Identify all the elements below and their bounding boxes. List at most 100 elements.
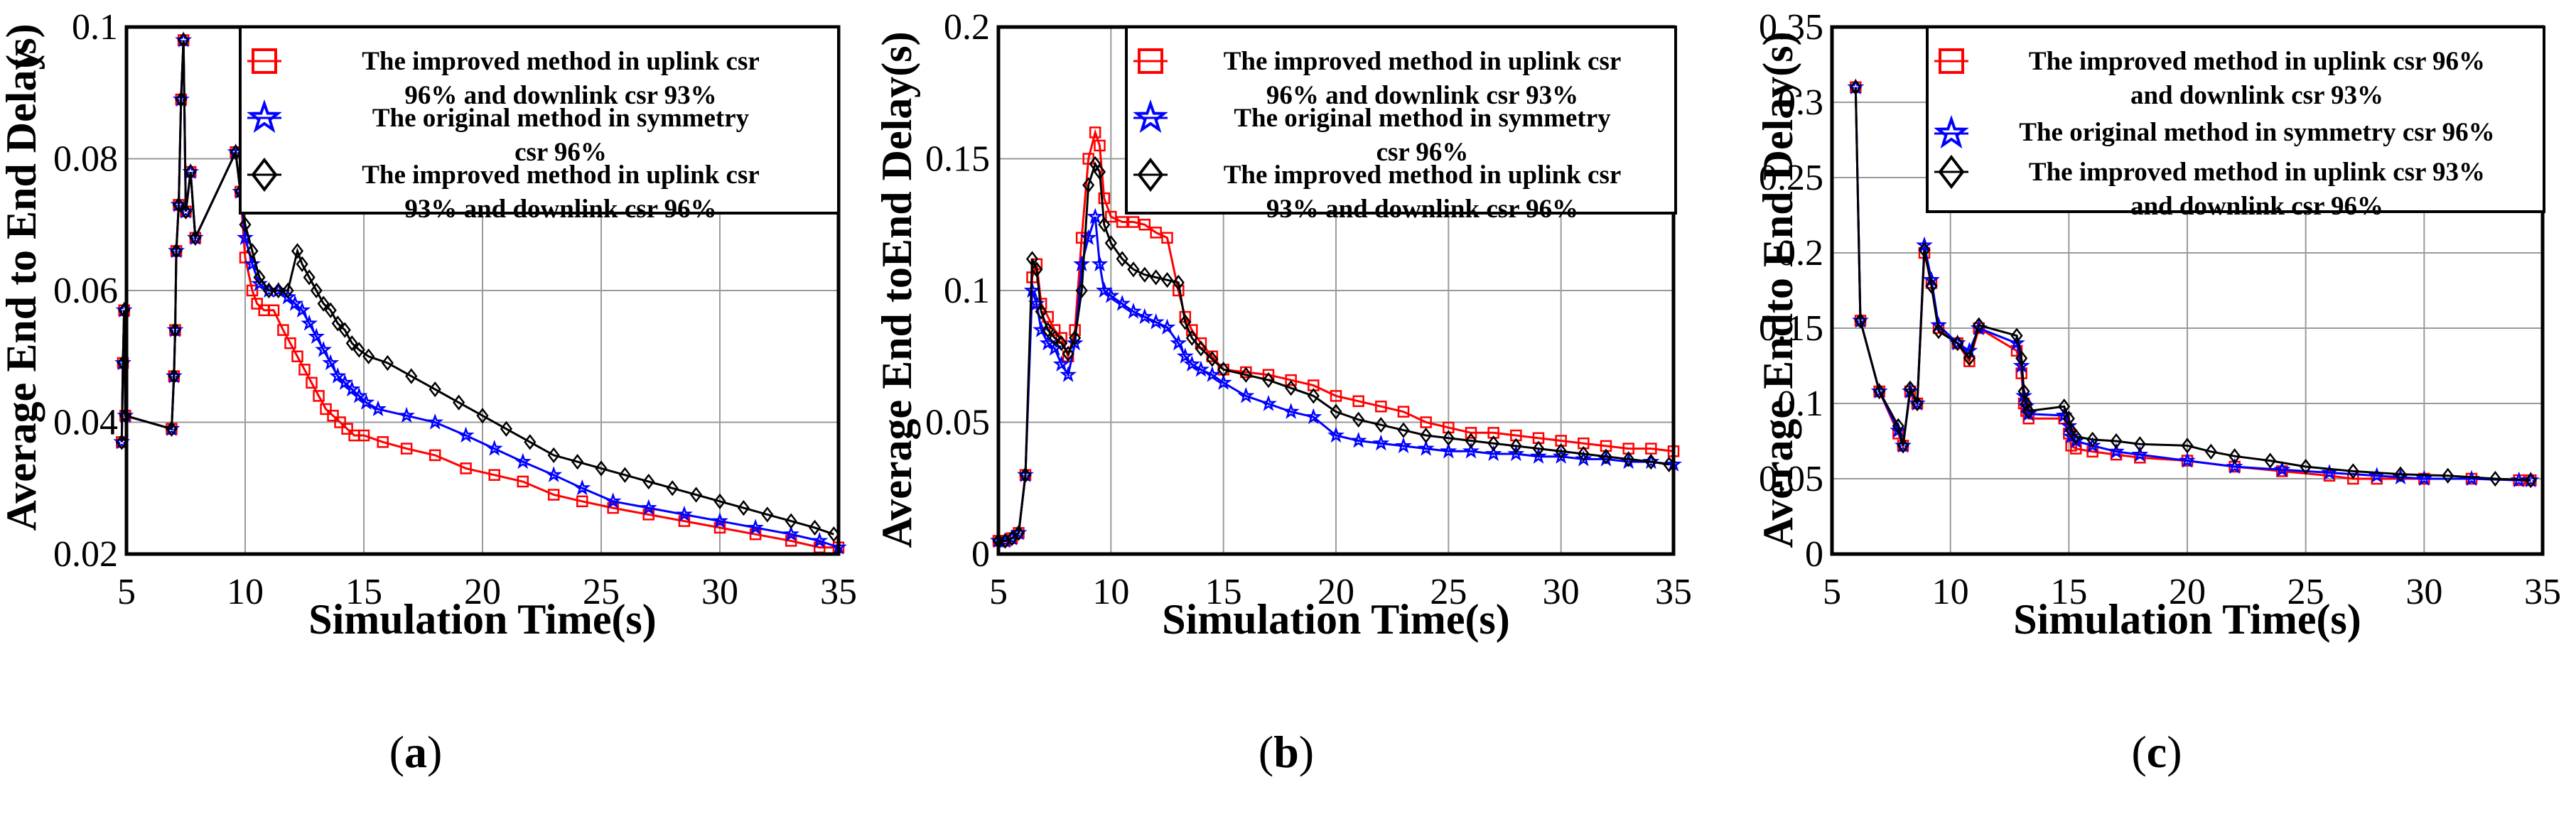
data-point: [1136, 308, 1153, 325]
legend-label: The improved method in uplink csr: [362, 47, 760, 76]
data-point: [524, 434, 537, 450]
legend: The improved method in uplink csr 96% and…: [1125, 26, 1677, 224]
legend-marker: [1138, 48, 1163, 74]
data-point: [1035, 303, 1047, 320]
data-point: [1374, 417, 1387, 433]
data-point: [1951, 335, 1964, 352]
data-point: [1260, 395, 1277, 411]
x-tick-label: 30: [701, 572, 738, 612]
data-point: [1127, 216, 1140, 228]
x-tick-label: 30: [2405, 572, 2442, 612]
data-point: [460, 462, 472, 474]
legend-box: [1125, 26, 1677, 215]
data-point: [1282, 403, 1300, 419]
legend-marker: [247, 99, 282, 134]
data-point: [1577, 445, 1590, 462]
y-axis-label: Average End to End Delay: [0, 49, 45, 531]
data-point: [1093, 163, 1106, 180]
data-point: [1125, 303, 1142, 319]
data-point: [2069, 428, 2082, 445]
data-point: [1082, 177, 1095, 193]
data-point: [2131, 445, 2149, 462]
legend-label: 93% and downlink csr 96%: [404, 195, 716, 224]
legend-entry: The improved method in uplink csr 93% and…: [247, 157, 760, 224]
legend-entry: The improved method in uplink csr 93% and…: [1934, 154, 2485, 221]
data-point: [1030, 261, 1043, 278]
data-point: [1042, 322, 1055, 338]
data-point: [298, 364, 311, 376]
data-point: [1622, 451, 1635, 467]
y-tick-label: 0: [971, 534, 990, 575]
panel-caption: (a): [389, 727, 443, 777]
data-point: [310, 282, 323, 299]
legend-label: csr 96%: [514, 138, 607, 167]
x-tick-label: 25: [583, 572, 620, 612]
data-point: [1532, 440, 1545, 457]
data-point: [1052, 355, 1070, 372]
data-point: [179, 203, 193, 219]
x-tick-label: 25: [2287, 572, 2324, 612]
data-point: [1911, 395, 1924, 412]
data-point: [244, 255, 261, 272]
x-tick-label: 15: [1205, 572, 1242, 612]
data-point: [170, 243, 183, 259]
data-point: [2110, 433, 2123, 450]
data-point: [2273, 460, 2291, 477]
data-point: [1079, 229, 1097, 246]
data-point: [341, 423, 353, 435]
data-point: [2321, 464, 2338, 480]
legend-entry: The improved method in uplink csr 93% and…: [1133, 157, 1621, 224]
data-point: [1285, 374, 1297, 386]
y-tick-label: 0.06: [53, 271, 118, 311]
data-point: [1372, 434, 1390, 451]
legend-entry: The original method in symmetry csr 96%: [1133, 99, 1611, 167]
legend-marker: [1137, 157, 1164, 192]
y-axis-label: Average End toEnd Delay(s): [873, 31, 920, 548]
data-point: [1644, 453, 1657, 470]
data-point: [1147, 313, 1165, 330]
legend-marker: [1934, 114, 1969, 149]
data-point: [711, 512, 728, 528]
data-point: [1176, 347, 1194, 364]
data-point: [1349, 431, 1367, 448]
data-point: [1600, 448, 1612, 465]
data-point: [1019, 467, 1032, 483]
legend-entry: The improved method in uplink csr 96% and…: [247, 47, 760, 110]
data-point: [1195, 340, 1207, 357]
data-point: [1932, 323, 1945, 340]
data-point: [2133, 436, 2146, 452]
data-point: [2300, 458, 2312, 475]
legend-label: The improved method in uplink csr: [1224, 47, 1622, 76]
data-point: [1116, 251, 1128, 267]
legend-label: csr 96%: [1376, 138, 1469, 167]
data-point: [2017, 383, 2030, 400]
data-point: [237, 229, 254, 246]
data-point: [1138, 266, 1151, 283]
data-point: [1185, 330, 1198, 346]
data-point: [1963, 350, 1976, 367]
data-point: [998, 533, 1012, 549]
data-point: [246, 243, 259, 259]
data-point: [329, 367, 347, 384]
data-point: [2394, 466, 2407, 482]
data-point: [172, 197, 185, 213]
panel-b: 5 10 15 20 25 30 35 0 0.05 0.1 0.15 0.2 The improved…: [873, 7, 1692, 777]
data-point: [1150, 227, 1162, 239]
legend-label: The improved method in uplink csr: [362, 161, 760, 190]
data-point: [1330, 403, 1342, 420]
data-point: [1330, 390, 1342, 402]
legend-marker: [1939, 48, 1964, 74]
data-point: [322, 354, 340, 371]
data-point: [338, 322, 351, 338]
data-point: [405, 368, 418, 384]
data-point: [1375, 400, 1387, 413]
data-point: [315, 340, 333, 357]
y-tick-label: 0.3: [1777, 82, 1823, 123]
y-tick-label: 0.1: [72, 7, 118, 48]
data-point: [453, 394, 465, 411]
data-point: [1487, 435, 1500, 452]
data-point: [1507, 445, 1525, 462]
data-point: [1105, 210, 1117, 223]
data-point: [398, 406, 416, 423]
data-point: [1091, 255, 1109, 272]
